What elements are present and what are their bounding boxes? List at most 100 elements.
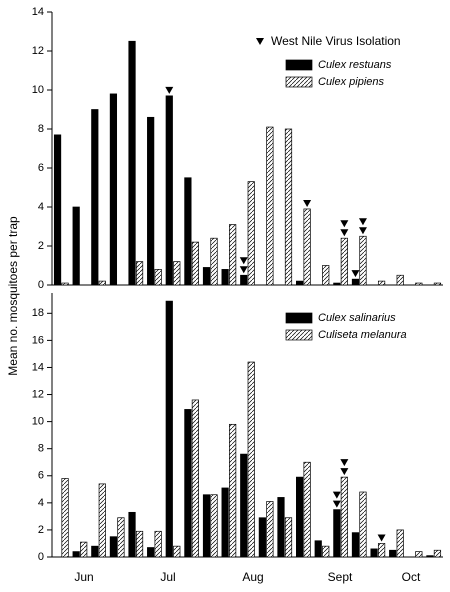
bar bbox=[389, 549, 397, 558]
wnv-marker bbox=[351, 270, 360, 278]
wnv-marker bbox=[377, 534, 386, 542]
bar bbox=[377, 543, 386, 558]
bar bbox=[109, 93, 118, 286]
bar bbox=[91, 545, 99, 558]
bar bbox=[247, 361, 255, 558]
bar bbox=[98, 280, 106, 286]
bar bbox=[165, 300, 173, 558]
y-tick-label: 6 bbox=[38, 162, 44, 174]
bar bbox=[221, 487, 229, 558]
x-tick-label: Jul bbox=[160, 570, 175, 584]
bar bbox=[165, 95, 173, 286]
bar bbox=[322, 545, 330, 558]
bar bbox=[202, 267, 211, 286]
bar bbox=[284, 128, 293, 286]
bar bbox=[202, 494, 211, 558]
bar bbox=[322, 265, 330, 286]
bar bbox=[377, 280, 386, 286]
legend-label: Culex restuans bbox=[318, 59, 392, 71]
legend-swatch bbox=[285, 76, 313, 88]
bar bbox=[128, 40, 136, 286]
bar bbox=[247, 181, 255, 286]
x-tick-label: Sept bbox=[328, 570, 353, 584]
y-tick-label: 10 bbox=[32, 416, 44, 428]
bar bbox=[266, 126, 274, 286]
y-tick-label: 2 bbox=[38, 524, 44, 536]
bar bbox=[210, 237, 218, 286]
y-tick-label: 0 bbox=[38, 279, 44, 291]
bar bbox=[61, 282, 69, 286]
y-tick-label: 12 bbox=[32, 45, 44, 57]
wnv-marker bbox=[332, 500, 341, 508]
legend-title: West Nile Virus Isolation bbox=[271, 34, 401, 48]
bar bbox=[109, 536, 118, 558]
y-tick-label: 6 bbox=[38, 470, 44, 482]
legend-swatch bbox=[285, 59, 313, 71]
bar bbox=[98, 483, 106, 558]
bar bbox=[128, 511, 136, 558]
bar bbox=[184, 409, 192, 558]
y-tick-label: 8 bbox=[38, 443, 44, 455]
bar bbox=[351, 532, 360, 558]
bar bbox=[173, 545, 181, 558]
bar bbox=[340, 237, 348, 286]
bar bbox=[80, 541, 88, 558]
bar bbox=[314, 540, 322, 558]
bar bbox=[370, 548, 378, 558]
bar bbox=[333, 509, 341, 558]
legend-label: Culiseta melanura bbox=[318, 329, 407, 341]
y-tick-label: 10 bbox=[32, 84, 44, 96]
y-tick-label: 12 bbox=[32, 388, 44, 400]
bar bbox=[240, 274, 248, 286]
bar bbox=[433, 549, 442, 558]
bar bbox=[91, 109, 99, 286]
bar bbox=[266, 501, 274, 558]
y-axis-label: Mean no. mosquitoes per trap bbox=[6, 216, 20, 376]
wnv-marker bbox=[165, 86, 174, 94]
bar bbox=[53, 134, 62, 286]
bar bbox=[284, 517, 293, 558]
y-tick-label: 16 bbox=[32, 334, 44, 346]
bar bbox=[258, 517, 266, 558]
y-tick-label: 14 bbox=[32, 361, 44, 373]
bar bbox=[415, 282, 423, 286]
bar bbox=[147, 547, 155, 558]
bar bbox=[277, 497, 285, 558]
y-tick-label: 2 bbox=[38, 240, 44, 252]
bar bbox=[229, 423, 237, 558]
legend-swatch bbox=[285, 312, 313, 324]
wnv-marker bbox=[239, 266, 248, 274]
y-tick-label: 14 bbox=[32, 6, 44, 18]
wnv-marker bbox=[358, 218, 367, 226]
bar bbox=[396, 529, 404, 558]
bar bbox=[296, 476, 304, 558]
bar bbox=[351, 278, 360, 286]
y-tick-label: 4 bbox=[38, 201, 44, 213]
wnv-marker bbox=[340, 468, 349, 476]
bar bbox=[333, 282, 341, 286]
legend-label: Culex salinarius bbox=[318, 312, 396, 324]
bar bbox=[340, 476, 348, 558]
bar bbox=[240, 453, 248, 558]
bar bbox=[191, 241, 199, 286]
bar bbox=[61, 478, 69, 558]
legend-swatch bbox=[285, 329, 313, 341]
wnv-marker bbox=[340, 220, 349, 228]
wnv-marker bbox=[340, 459, 349, 467]
bar bbox=[303, 208, 311, 286]
bar bbox=[359, 491, 367, 558]
bar bbox=[173, 261, 181, 286]
bar bbox=[191, 399, 199, 558]
bar bbox=[147, 116, 155, 286]
bar bbox=[184, 177, 192, 286]
x-tick-label: Jun bbox=[74, 570, 93, 584]
y-tick-label: 18 bbox=[32, 307, 44, 319]
bar bbox=[117, 517, 125, 558]
y-tick-label: 4 bbox=[38, 497, 44, 509]
bar bbox=[154, 269, 162, 286]
bar bbox=[221, 269, 229, 286]
bar bbox=[229, 224, 237, 286]
y-tick-label: 0 bbox=[38, 551, 44, 563]
bar bbox=[426, 555, 434, 558]
